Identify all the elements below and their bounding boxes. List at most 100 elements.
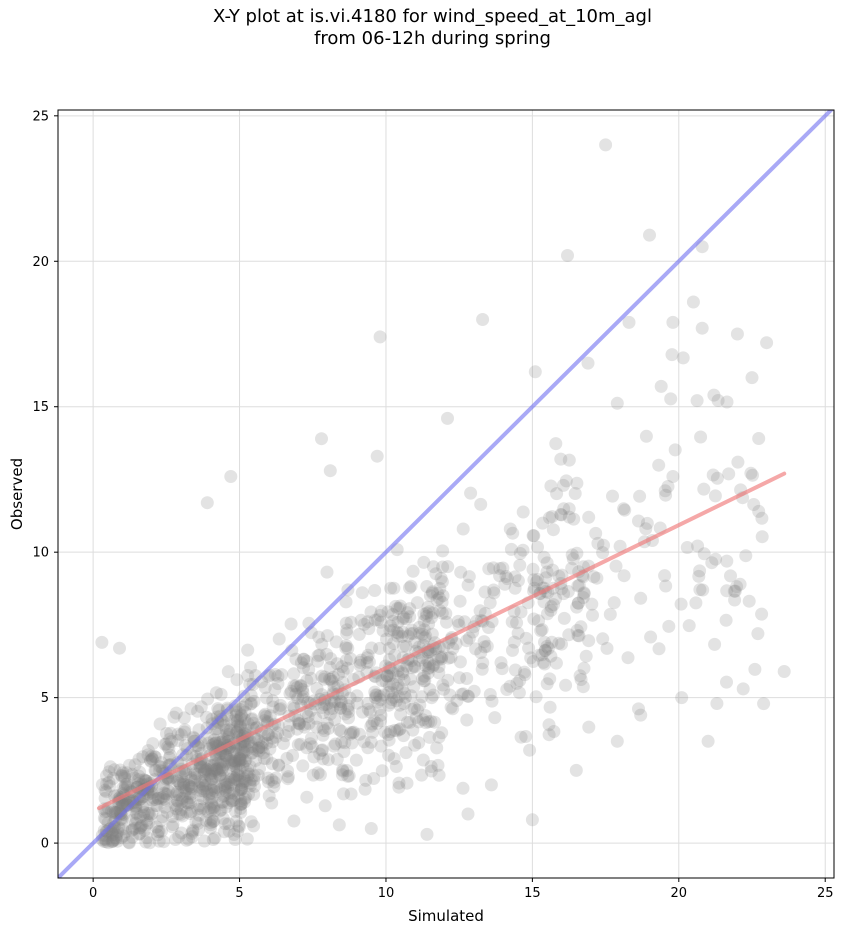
scatter-point [165,810,179,824]
scatter-point [189,815,203,829]
scatter-point [541,607,554,621]
scatter-point [186,823,200,837]
scatter-point [326,670,340,684]
scatter-point [183,791,197,805]
scatter-point [274,698,287,712]
scatter-point [526,529,540,543]
scatter-point [297,661,310,675]
scatter-point [369,691,382,705]
scatter-point [233,751,246,765]
scatter-point [120,766,134,780]
scatter-point [177,711,191,725]
scatter-point [341,769,355,783]
scatter-point [286,749,300,762]
scatter-point [204,812,218,826]
scatter-point [247,787,261,801]
scatter-point [209,686,223,700]
scatter-point [148,750,162,764]
scatter-point [323,464,337,478]
scatter-point [219,777,233,791]
scatter-point [576,680,590,694]
scatter-point [586,608,599,622]
chart-title-line-1: X-Y plot at is.vi.4180 for wind_speed_at… [213,6,652,27]
scatter-point [493,569,507,583]
scatter-point [518,668,532,682]
scatter-point [346,726,360,740]
scatter-point [554,508,568,521]
scatter-point [374,693,387,707]
scatter-point [332,697,346,711]
scatter-point [562,510,576,524]
scatter-point [177,781,191,794]
scatter-point [407,659,421,673]
scatter-point [659,579,673,593]
scatter-point [238,740,252,754]
scatter-point [238,754,252,768]
scatter-point [204,767,218,781]
scatter-point [373,330,387,344]
scatter-point [376,624,390,638]
scatter-point [252,741,266,755]
scatter-point [398,690,412,704]
scatter-point [450,694,464,707]
scatter-point [216,732,230,746]
scatter-point [130,812,144,826]
scatter-point [415,651,429,665]
scatter-point [225,794,239,808]
scatter-point [426,659,440,673]
scatter-point [442,651,455,665]
scatter-point [476,313,490,326]
scatter-point [373,641,387,655]
scatter-point [565,561,579,575]
scatter-point [214,687,228,701]
scatter-point [343,727,357,741]
scatter-point [120,777,134,791]
scatter-point [249,753,263,767]
scatter-point [433,650,447,664]
scatter-point [622,315,636,329]
scatter-point [326,701,340,715]
scatter-point [544,600,558,614]
scatter-point [231,724,245,738]
scatter-point [123,796,137,810]
scatter-point [420,609,434,623]
scatter-point [220,777,234,791]
scatter-point [480,639,494,653]
scatter-point [207,784,220,797]
scatter-point [184,787,198,801]
scatter-point [696,583,710,597]
scatter-point [275,668,289,682]
scatter-point [234,708,248,722]
scatter-point [235,752,249,766]
scatter-point [391,626,405,640]
scatter-point [694,430,708,444]
scatter-point [415,768,429,782]
scatter-point [544,479,558,493]
scatter-point [526,562,540,576]
scatter-point [529,690,543,704]
scatter-point [565,548,579,562]
scatter-point [167,710,181,724]
scatter-point [444,700,458,714]
scatter-point [227,784,241,798]
scatter-point [109,831,123,845]
scatter-point [258,729,272,743]
scatter-point [216,795,230,809]
scatter-point [272,758,286,772]
scatter-point [381,605,395,619]
scatter-point [137,805,151,819]
scatter-point [244,660,258,674]
scatter-point [398,686,412,700]
scatter-point [665,348,679,362]
scatter-point [572,629,586,643]
scatter-point [727,584,741,598]
scatter-point [128,821,141,835]
scatter-point [152,834,166,848]
scatter-point [106,834,120,848]
scatter-point [357,617,371,631]
scatter-point [329,737,342,751]
scatter-point [373,608,387,622]
scatter-point [452,618,466,632]
scatter-point [220,750,233,764]
scatter-point [410,596,424,610]
